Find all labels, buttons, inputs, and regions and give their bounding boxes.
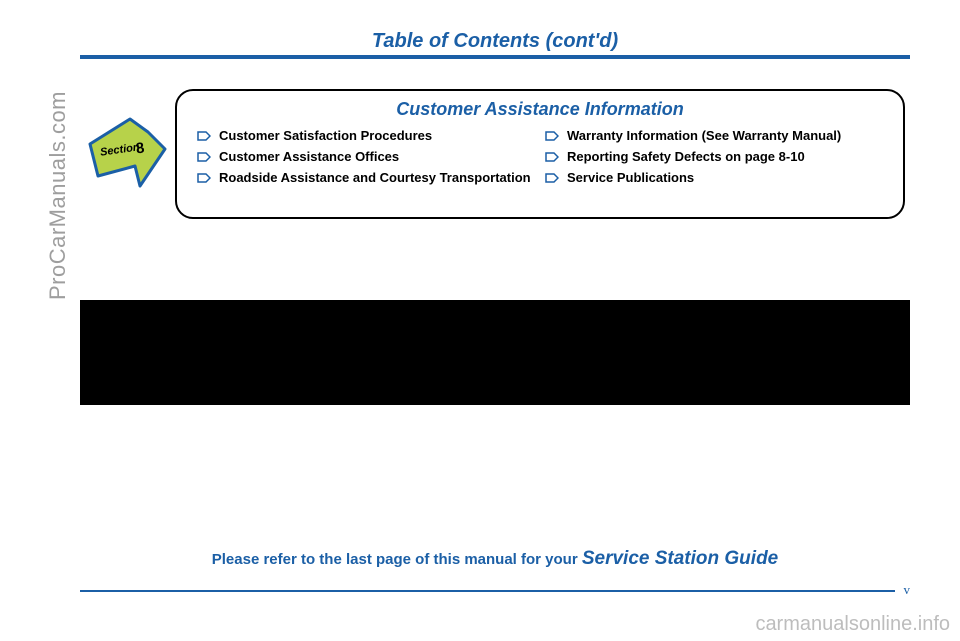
list-item: Warranty Information (See Warranty Manua… xyxy=(545,128,883,143)
page-number: v xyxy=(904,582,911,598)
side-watermark: ProCarManuals.com xyxy=(45,91,71,300)
section-8: Section 8 Customer Assistance Informatio… xyxy=(80,89,910,224)
arrow-icon xyxy=(545,152,559,162)
section-panel: Customer Assistance Information Customer… xyxy=(175,89,905,219)
item-text: Service Publications xyxy=(567,170,694,185)
footer-note: Please refer to the last page of this ma… xyxy=(80,548,910,570)
panel-title: Customer Assistance Information xyxy=(197,99,883,120)
item-text: Customer Assistance Offices xyxy=(219,149,399,164)
arrow-icon xyxy=(197,173,211,183)
redacted-block xyxy=(80,300,910,405)
item-text: Warranty Information (See Warranty Manua… xyxy=(567,128,841,143)
section-badge: Section 8 xyxy=(80,114,170,194)
list-item: Customer Assistance Offices xyxy=(197,149,535,164)
header-rule xyxy=(80,55,910,59)
footer-lead: Please refer to the last page of this ma… xyxy=(212,551,582,568)
footer-rule xyxy=(80,590,895,592)
arrow-icon xyxy=(545,173,559,183)
arrow-icon xyxy=(197,131,211,141)
list-item: Reporting Safety Defects on page 8-10 xyxy=(545,149,883,164)
page-title: Table of Contents (cont'd) xyxy=(80,30,910,53)
footer-emphasis: Service Station Guide xyxy=(582,548,778,569)
item-text: Roadside Assistance and Courtesy Transpo… xyxy=(219,170,531,185)
list-item: Roadside Assistance and Courtesy Transpo… xyxy=(197,170,535,185)
item-text: Customer Satisfaction Procedures xyxy=(219,128,432,143)
item-text: Reporting Safety Defects on page 8-10 xyxy=(567,149,805,164)
arrow-icon xyxy=(545,131,559,141)
left-column: Customer Satisfaction Procedures Custome… xyxy=(197,128,535,191)
bottom-watermark: carmanualsonline.info xyxy=(755,613,950,636)
page-content: Table of Contents (cont'd) Section 8 Cus… xyxy=(80,30,910,610)
list-item: Customer Satisfaction Procedures xyxy=(197,128,535,143)
list-item: Service Publications xyxy=(545,170,883,185)
right-column: Warranty Information (See Warranty Manua… xyxy=(545,128,883,191)
arrow-icon xyxy=(197,152,211,162)
